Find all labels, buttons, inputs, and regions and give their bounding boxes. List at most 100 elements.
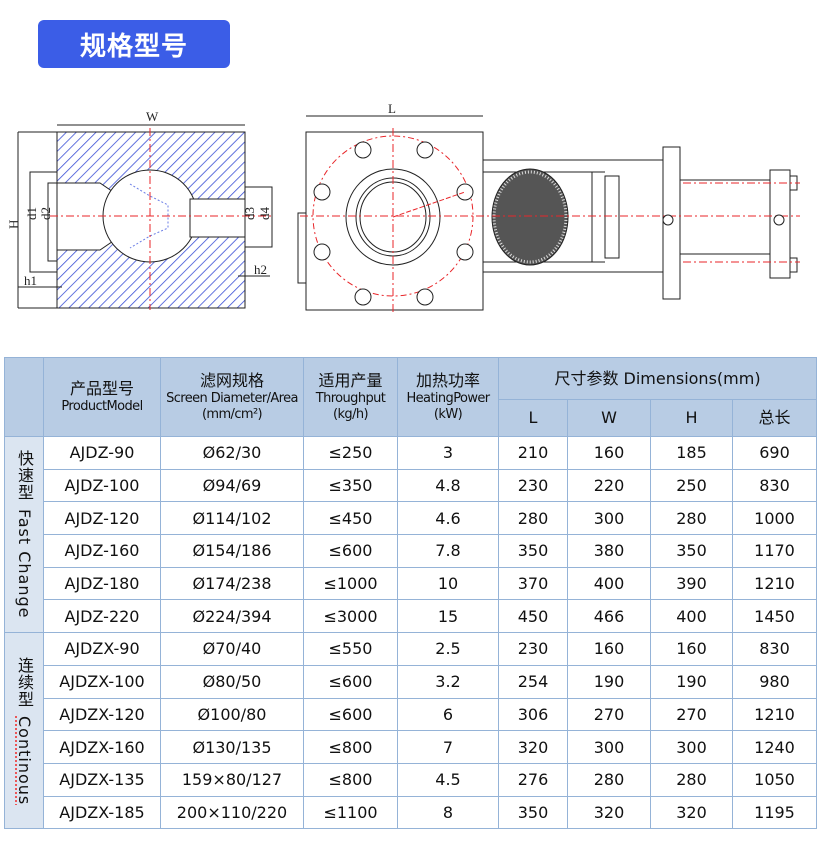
cell-l: 210 bbox=[498, 436, 568, 470]
cell-heating: 3.2 bbox=[397, 664, 499, 699]
table-row: AJDZX-120 Ø100/80 ≤600 6 306 270 270 1210 bbox=[5, 697, 817, 732]
label-l: L bbox=[388, 101, 396, 116]
cell-model: AJDZ-220 bbox=[43, 599, 161, 634]
table-row: AJDZ-180 Ø174/238 ≤1000 10 370 400 390 1210 bbox=[5, 566, 817, 601]
section-title-badge: 规格型号 bbox=[38, 20, 230, 68]
cell-h: 390 bbox=[650, 566, 733, 601]
cell-heating: 15 bbox=[397, 599, 499, 634]
cell-model: AJDZX-120 bbox=[43, 697, 161, 732]
table-row: AJDZX-135 159×80/127 ≤800 4.5 276 280 280 1050 bbox=[5, 762, 817, 797]
cell-throughput: ≤550 bbox=[303, 632, 398, 666]
table-row: AJDZX-160 Ø130/135 ≤800 7 320 300 300 1240 bbox=[5, 730, 817, 764]
cell-l: 230 bbox=[498, 468, 568, 503]
label-d4: d4 bbox=[257, 207, 272, 221]
cell-screen: Ø154/186 bbox=[160, 534, 304, 568]
cell-total: 830 bbox=[731, 468, 817, 503]
cell-throughput: ≤800 bbox=[303, 730, 398, 764]
header-screen: 滤网规格 Screen Diameter/Area (mm/cm²) bbox=[160, 357, 304, 437]
cell-heating: 4.5 bbox=[397, 762, 499, 797]
cell-heating: 4.8 bbox=[397, 468, 499, 503]
cell-throughput: ≤600 bbox=[303, 664, 398, 699]
table-row: AJDZX-185 200×110/220 ≤1100 8 350 320 320 1195 bbox=[5, 795, 817, 830]
cell-w: 190 bbox=[567, 664, 651, 699]
cell-model: AJDZ-160 bbox=[43, 534, 161, 568]
cell-total: 1240 bbox=[731, 730, 817, 764]
header-h: H bbox=[650, 399, 733, 437]
cell-screen: Ø224/394 bbox=[160, 599, 304, 634]
cell-w: 380 bbox=[567, 534, 651, 568]
label-d2: d2 bbox=[38, 207, 53, 220]
cell-model: AJDZ-100 bbox=[43, 468, 161, 503]
cell-model: AJDZX-100 bbox=[43, 664, 161, 699]
cell-w: 320 bbox=[567, 795, 651, 830]
table-row: 连续型Continous AJDZX-90 Ø70/40 ≤550 2.5 230 160 1… bbox=[4, 632, 817, 830]
cell-h: 190 bbox=[650, 664, 733, 699]
cell-total: 1170 bbox=[731, 534, 817, 568]
cell-h: 250 bbox=[650, 468, 733, 503]
cell-total: 1210 bbox=[731, 697, 817, 732]
cell-total: 1195 bbox=[731, 795, 817, 830]
cell-throughput: ≤450 bbox=[303, 501, 398, 536]
cell-screen: Ø62/30 bbox=[160, 436, 304, 470]
cell-model: AJDZ-120 bbox=[43, 501, 161, 536]
cell-l: 254 bbox=[498, 664, 568, 699]
cell-screen: Ø80/50 bbox=[160, 664, 304, 699]
cell-model: AJDZX-185 bbox=[43, 795, 161, 830]
cell-screen: Ø130/135 bbox=[160, 730, 304, 764]
table-row: AJDZ-120 Ø114/102 ≤450 4.6 280 300 280 1000 bbox=[5, 501, 817, 536]
header-total: 总长 bbox=[731, 399, 817, 437]
cell-h: 350 bbox=[650, 534, 733, 568]
cell-w: 220 bbox=[567, 468, 651, 503]
cell-screen: 159×80/127 bbox=[160, 762, 304, 797]
label-h1: h1 bbox=[24, 273, 37, 288]
cell-w: 466 bbox=[567, 599, 651, 634]
cell-screen: 200×110/220 bbox=[160, 795, 304, 830]
cell-w: 160 bbox=[567, 436, 651, 470]
cell-model: AJDZX-135 bbox=[43, 762, 161, 797]
cell-l: 450 bbox=[498, 599, 568, 634]
cell-screen: Ø100/80 bbox=[160, 697, 304, 732]
group-label-en: Fast Change bbox=[15, 509, 34, 619]
header-dimensions: 尺寸参数 Dimensions(mm) bbox=[497, 357, 817, 400]
cell-w: 160 bbox=[567, 632, 651, 666]
cell-h: 300 bbox=[650, 730, 733, 764]
table-row: AJDZX-100 Ø80/50 ≤600 3.2 254 190 190 980 bbox=[5, 664, 817, 699]
cell-screen: Ø70/40 bbox=[160, 632, 304, 666]
cell-total: 830 bbox=[731, 632, 817, 666]
cell-total: 1450 bbox=[731, 599, 817, 634]
cell-throughput: ≤250 bbox=[303, 436, 398, 470]
cell-w: 300 bbox=[567, 501, 651, 536]
group-label-cn: 连续型 bbox=[15, 656, 34, 708]
cell-h: 320 bbox=[650, 795, 733, 830]
cell-throughput: ≤800 bbox=[303, 762, 398, 797]
cell-heating: 8 bbox=[397, 795, 499, 830]
group-label: 快速型 Fast Change bbox=[4, 435, 44, 634]
header-heating: 加热功率 HeatingPower (kW) bbox=[397, 357, 499, 437]
cell-w: 300 bbox=[567, 730, 651, 764]
cell-throughput: ≤1100 bbox=[303, 795, 398, 830]
header-model: 产品型号 ProductModel bbox=[43, 357, 161, 437]
label-h2: h2 bbox=[254, 262, 267, 277]
cell-h: 400 bbox=[650, 599, 733, 634]
header-throughput: 适用产量 Throughput (kg/h) bbox=[303, 357, 398, 437]
group-label-cn: 快速型 bbox=[15, 450, 34, 502]
cell-model: AJDZ-180 bbox=[43, 566, 161, 601]
cell-h: 280 bbox=[650, 762, 733, 797]
table-row: AJDZ-100 Ø94/69 ≤350 4.8 230 220 250 830 bbox=[5, 468, 817, 503]
cell-w: 270 bbox=[567, 697, 651, 732]
cell-throughput: ≤1000 bbox=[303, 566, 398, 601]
cell-throughput: ≤600 bbox=[303, 697, 398, 732]
technical-drawing: W L H d1 d2 d3 d4 h1 h2 bbox=[6, 101, 800, 314]
cell-w: 280 bbox=[567, 762, 651, 797]
group-label: 连续型 Continous bbox=[4, 632, 44, 830]
cell-l: 276 bbox=[498, 762, 568, 797]
cell-total: 980 bbox=[731, 664, 817, 699]
cell-l: 320 bbox=[498, 730, 568, 764]
label-w: W bbox=[146, 109, 159, 124]
cell-h: 185 bbox=[650, 436, 733, 470]
cell-throughput: ≤600 bbox=[303, 534, 398, 568]
cell-heating: 6 bbox=[397, 697, 499, 732]
cell-screen: Ø174/238 bbox=[160, 566, 304, 601]
header-corner bbox=[4, 357, 44, 437]
specification-table: 产品型号 ProductModel 滤网规格 Screen Diameter/Are… bbox=[4, 357, 817, 830]
